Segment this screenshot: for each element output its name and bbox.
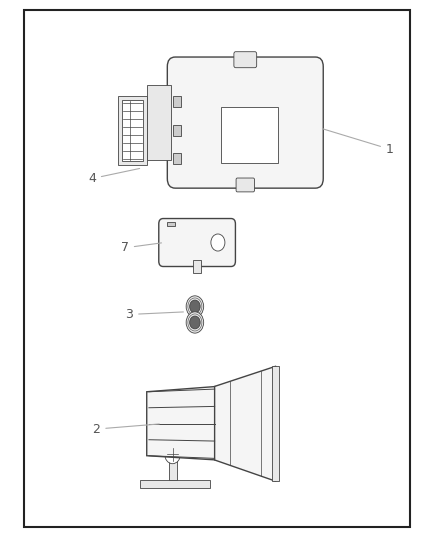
Bar — [193, 260, 201, 273]
Circle shape — [186, 312, 204, 333]
Bar — [140, 480, 210, 488]
Text: 7: 7 — [121, 241, 162, 254]
Circle shape — [190, 316, 200, 329]
FancyBboxPatch shape — [159, 219, 236, 266]
Bar — [221, 107, 278, 163]
Text: 2: 2 — [92, 423, 159, 435]
Bar — [122, 100, 143, 161]
FancyBboxPatch shape — [167, 57, 323, 188]
Bar — [173, 153, 181, 164]
FancyBboxPatch shape — [234, 52, 257, 68]
Bar — [173, 125, 181, 136]
Bar — [169, 458, 177, 480]
Bar — [166, 222, 174, 226]
Polygon shape — [215, 366, 276, 481]
Text: 4: 4 — [88, 168, 140, 185]
Bar — [24, 10, 410, 527]
Bar — [147, 85, 171, 160]
Circle shape — [211, 234, 225, 251]
Circle shape — [190, 300, 200, 313]
FancyBboxPatch shape — [236, 178, 254, 192]
Bar — [272, 366, 279, 481]
Text: 1: 1 — [322, 129, 394, 156]
Circle shape — [186, 296, 204, 317]
Polygon shape — [147, 386, 217, 460]
Text: 3: 3 — [125, 308, 184, 321]
Bar — [173, 96, 181, 107]
Bar — [118, 96, 147, 165]
Circle shape — [165, 445, 180, 464]
